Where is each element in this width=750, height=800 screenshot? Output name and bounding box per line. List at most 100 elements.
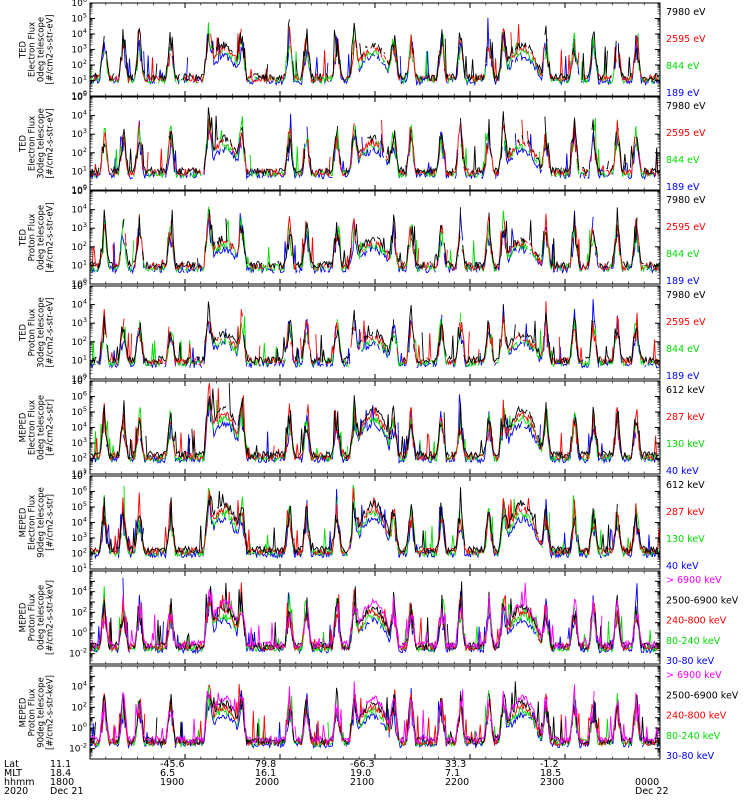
y-tick-label: 102	[71, 146, 87, 159]
y-axis-label-line: TED	[19, 134, 29, 153]
legend-entry: > 6900 keV	[666, 670, 722, 681]
footer-value: -66.3	[350, 759, 375, 770]
legend-entry: 2500-6900 keV	[666, 595, 739, 606]
y-tick-label: 102	[71, 335, 87, 348]
legend-entry: 7980 eV	[666, 195, 706, 206]
y-axis-label-line: Electron Flux	[28, 116, 38, 171]
y-tick-label: 104	[71, 203, 87, 216]
panel-7: 10-2 100 102 104 MEPEDProton Flux0deg telesc…	[19, 570, 739, 667]
y-axis-label-line: [#/cm2-s-str-eV]	[46, 108, 56, 178]
footer-value: -1.2	[540, 759, 559, 770]
y-axis-label-line: [#/cm2-s-str-eV]	[46, 202, 56, 272]
legend-entry: 7980 eV	[666, 290, 706, 301]
y-tick-label: 104	[71, 109, 87, 122]
y-tick-label: 104	[71, 421, 87, 434]
legend-entry: 30-80 keV	[666, 656, 715, 667]
legend-entry: 40 keV	[666, 561, 699, 572]
y-tick-label: 104	[71, 516, 87, 529]
y-tick-label: 106	[71, 0, 87, 9]
footer-value: 2000	[255, 777, 279, 788]
y-axis-label: TEDElectron Flux0deg telescope[#/cm2-s-s…	[19, 14, 56, 84]
legend-entry: 40 keV	[666, 466, 699, 477]
legend-entry: 844 eV	[666, 155, 700, 166]
y-tick-label: 101	[71, 74, 87, 87]
legend-entry: 189 eV	[666, 371, 700, 382]
y-axis-label-line: MEPED	[19, 697, 29, 727]
y-tick-label: 101	[71, 353, 87, 366]
series-line-7980-ev	[90, 19, 661, 82]
footer-value: 6.5	[160, 768, 175, 779]
legend-entry: 612 keV	[666, 385, 705, 396]
y-axis-label-line: Electron Flux	[28, 495, 38, 550]
y-tick-label: 103	[71, 531, 87, 544]
y-axis-label-line: 0deg telescope	[37, 205, 47, 270]
y-tick-label: 103	[71, 436, 87, 449]
y-axis-label: MEPEDProton Flux90deg telescope[#/cm2-s-…	[19, 675, 56, 750]
legend-entry: 2595 eV	[666, 128, 706, 139]
y-tick-label: 106	[71, 390, 87, 403]
footer-value: -45.6	[160, 759, 185, 770]
y-axis-label: MEPEDElectron Flux90deg telescope[#/cm2-…	[19, 487, 56, 558]
y-tick-label: 10-2	[69, 742, 87, 755]
legend-entry: 7980 eV	[666, 7, 706, 18]
y-axis-label-line: [#/cm2-s-str]	[46, 399, 56, 456]
y-axis-label-line: TED	[19, 40, 29, 59]
y-tick-label: 105	[71, 12, 87, 25]
footer-value: 2100	[350, 777, 374, 788]
footer-row-label: hhmm	[4, 777, 35, 788]
y-tick-label: 101	[71, 562, 87, 575]
panel-frame	[89, 190, 661, 285]
footer-value: 79.8	[255, 759, 276, 770]
footer-value: 0000	[635, 777, 659, 788]
footer-value: 16.1	[255, 768, 276, 779]
legend-entry: 844 eV	[666, 249, 700, 260]
y-tick-label: 104	[71, 298, 87, 311]
panel-8: 10-2 100 102 104 MEPEDProton Flux90deg teles…	[19, 665, 739, 762]
series-line-2500-6900-kev	[89, 681, 661, 746]
y-axis-label-line: Proton Flux	[28, 689, 38, 737]
legend-entry: 2595 eV	[666, 222, 706, 233]
series-line--6900-kev	[90, 582, 661, 650]
y-axis-label: MEPEDProton Flux0deg telescope[#/cm2-s-s…	[19, 580, 56, 655]
y-axis-label-line: Electron Flux	[28, 22, 38, 77]
y-tick-label: 105	[71, 500, 87, 513]
footer-row-label: 2020	[4, 786, 28, 797]
legend-entry: 240-800 keV	[666, 711, 727, 722]
footer-value: 1900	[160, 777, 184, 788]
legend-entry: 189 eV	[666, 182, 700, 193]
y-axis-label-line: Proton Flux	[28, 594, 38, 642]
footer-value: 19.0	[350, 768, 371, 779]
y-tick-label: 101	[71, 258, 87, 271]
y-tick-label: 103	[71, 127, 87, 140]
footer-row-label: Lat	[4, 759, 19, 770]
series-line-2595-ev	[97, 301, 661, 367]
y-axis-label: MEPEDElectron Flux0deg telescope[#/cm2-s…	[19, 395, 56, 460]
y-axis-label-line: Proton Flux	[28, 309, 38, 357]
footer-value: 33.3	[445, 759, 466, 770]
legend-entry: 2500-6900 keV	[666, 690, 739, 701]
legend-entry: 2595 eV	[666, 34, 706, 45]
y-tick-label: 106	[71, 485, 87, 498]
y-axis-label-line: 30deg telescope	[37, 297, 47, 368]
footer-value: Dec 22	[635, 786, 669, 797]
y-tick-label: 105	[71, 405, 87, 418]
legend-entry: 240-800 keV	[666, 616, 727, 627]
y-tick-label: 103	[71, 221, 87, 234]
y-axis-label: TEDProton Flux30deg telescope[#/cm2-s-st…	[19, 297, 56, 368]
y-axis-label-line: 0deg telescope	[37, 17, 47, 82]
legend-entry: 844 eV	[666, 344, 700, 355]
y-tick-label: 104	[71, 27, 87, 40]
series-line-7980-ev	[89, 107, 661, 176]
series-line-612-kev	[91, 382, 660, 460]
legend-entry: 189 eV	[666, 276, 700, 287]
y-axis-label-line: 0deg telescope	[37, 395, 47, 460]
y-axis-label-line: TED	[19, 323, 29, 342]
y-tick-label: 102	[71, 58, 87, 71]
